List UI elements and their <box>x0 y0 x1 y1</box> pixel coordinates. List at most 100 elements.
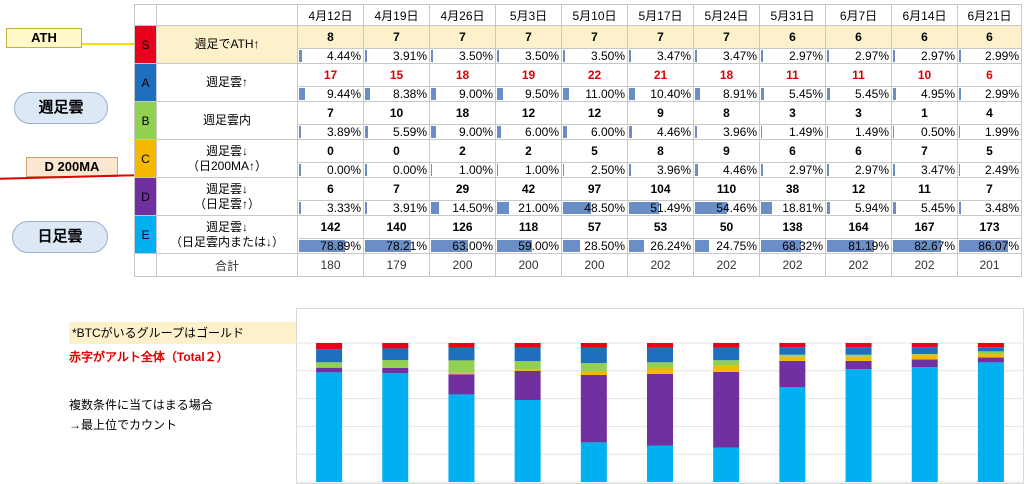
pct-bar <box>497 126 501 138</box>
pct-cell: 51.49% <box>627 200 694 216</box>
pct-bar <box>431 50 434 62</box>
pct-bar <box>959 240 1008 252</box>
pct-text: 2.97% <box>854 163 889 177</box>
bar-segment-s <box>382 343 409 349</box>
d200ma-label: D 200MA <box>26 157 118 177</box>
pct-text: 4.46% <box>722 163 757 177</box>
pct-cell: 2.97% <box>759 48 826 64</box>
pct-cell: 28.50% <box>561 238 628 254</box>
pct-bar <box>761 88 765 100</box>
pct-row-e: 78.89% 78.21% 63.00% 59.00% 28.50% 26.24% 24.7… <box>135 238 1022 254</box>
pct-text: 78.21% <box>386 239 427 253</box>
pct-row-b: 3.89% 5.59% 9.00% 6.00% 6.00% 4.46% 3.96% 1.49%… <box>135 124 1022 140</box>
pct-text: 86.07% <box>978 239 1019 253</box>
count-cell: 7 <box>429 25 496 49</box>
pct-cell: 24.75% <box>693 238 760 254</box>
count-cell: 104 <box>627 177 694 201</box>
condition-line-1: 週足雲内 <box>202 113 251 127</box>
pct-text: 9.00% <box>458 87 493 101</box>
count-cell: 118 <box>495 215 562 239</box>
condition-line-1: 週足雲↓ <box>205 219 248 234</box>
count-cell: 7 <box>561 25 628 49</box>
total-row: 合計 180 179 200 200 200 202 202 202 202 202 201 <box>134 253 1022 277</box>
count-cell: 0 <box>363 139 430 163</box>
pct-bar <box>761 50 763 62</box>
pct-row-s: 4.44% 3.91% 3.50% 3.50% 3.50% 3.47% 3.47% 2.97%… <box>135 48 1022 64</box>
bar-segment-b <box>779 354 806 357</box>
pct-cell: 5.45% <box>825 86 892 102</box>
pct-text: 3.47% <box>722 49 757 63</box>
count-cell: 1 <box>891 101 958 125</box>
group-row-e: E 週足雲↓ （日足雲内または↓） 142 140 126 118 57 53 50 138 164 1… <box>134 215 1022 254</box>
count-cell: 18 <box>429 63 496 87</box>
pct-text: 24.75% <box>716 239 757 253</box>
total-label: 合計 <box>156 253 298 277</box>
bar-segment-a <box>580 347 607 364</box>
count-cell: 6 <box>957 63 1022 87</box>
pct-row-d: 3.33% 3.91% 14.50% 21.00% 48.50% 51.49% 54.46%… <box>135 200 1022 216</box>
bar-segment-c <box>580 371 607 375</box>
count-cell: 11 <box>825 63 892 87</box>
condition-line-1: 週足でATH↑ <box>194 37 260 51</box>
pct-text: 3.91% <box>392 201 427 215</box>
total-cell: 179 <box>363 253 430 277</box>
pct-text: 3.47% <box>656 49 691 63</box>
pct-text: 2.97% <box>788 49 823 63</box>
count-cell: 5 <box>957 139 1022 163</box>
pct-bar <box>563 164 565 176</box>
bar-segment-e <box>713 447 740 482</box>
pct-cell: 6.00% <box>561 124 628 140</box>
pct-bar <box>563 88 570 100</box>
pct-cell: 2.99% <box>957 48 1022 64</box>
count-cell: 7 <box>495 25 562 49</box>
pct-bar <box>959 126 961 138</box>
pct-bar <box>497 164 499 176</box>
group-condition: 週足雲↓ （日足雲↑） <box>156 177 298 216</box>
count-cell: 53 <box>627 215 694 239</box>
pct-cell: 1.00% <box>429 162 496 178</box>
group-row-a: A 週足雲↑ 17 15 18 19 22 21 18 11 11 10 6 <box>134 63 1022 102</box>
pct-text: 5.94% <box>854 201 889 215</box>
pct-bar <box>365 88 370 100</box>
ath-highlight-line <box>40 43 136 45</box>
pct-cell: 82.67% <box>891 238 958 254</box>
pct-row-c: 0.00% 0.00% 1.00% 1.00% 2.50% 3.96% 4.46% 2.97%… <box>135 162 1022 178</box>
pct-cell: 3.50% <box>495 48 562 64</box>
pct-text: 3.96% <box>656 163 691 177</box>
bar-segment-b <box>713 360 740 366</box>
pct-cell: 4.46% <box>627 124 694 140</box>
count-cell: 29 <box>429 177 496 201</box>
pct-bar <box>695 88 701 100</box>
bar-segment-d <box>779 360 806 388</box>
pct-bar <box>299 126 302 138</box>
pct-cell: 78.21% <box>363 238 430 254</box>
bar-segment-s <box>647 343 673 348</box>
total-cell: 201 <box>957 253 1022 277</box>
group-id: D <box>134 177 157 216</box>
pct-cell: 3.96% <box>693 124 760 140</box>
pct-cell: 4.46% <box>693 162 760 178</box>
pct-text: 68.32% <box>782 239 823 253</box>
count-cell: 7 <box>891 139 958 163</box>
pct-cell: 78.89% <box>297 238 364 254</box>
pct-text: 5.45% <box>788 87 823 101</box>
count-cell: 38 <box>759 177 826 201</box>
bar-segment-e <box>514 399 541 482</box>
pct-cell: 86.07% <box>957 238 1022 254</box>
bar-segment-s <box>580 343 607 348</box>
pct-row-a: 9.44% 8.38% 9.00% 9.50% 11.00% 10.40% 8.91% 5.4… <box>135 86 1022 102</box>
bar-segment-c <box>713 365 740 372</box>
pct-bar <box>299 88 305 100</box>
count-cell: 8 <box>627 139 694 163</box>
count-cell: 10 <box>891 63 958 87</box>
week-header: 5月17日 <box>627 4 694 26</box>
pct-text: 8.91% <box>722 87 757 101</box>
total-cell: 202 <box>825 253 892 277</box>
pct-cell: 2.49% <box>957 162 1022 178</box>
pct-text: 2.50% <box>590 163 625 177</box>
bar-segment-e <box>316 372 343 482</box>
pct-cell: 3.91% <box>363 48 430 64</box>
week-header: 6月7日 <box>825 4 892 26</box>
pct-bar <box>365 164 367 176</box>
total-cell: 200 <box>429 253 496 277</box>
